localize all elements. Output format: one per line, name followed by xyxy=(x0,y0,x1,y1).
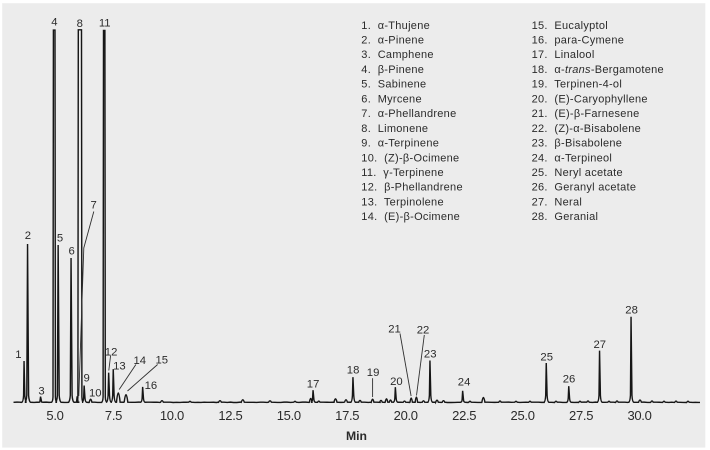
svg-text:26. Geranyl acetate: 26. Geranyl acetate xyxy=(532,182,637,194)
svg-text:8: 8 xyxy=(77,18,83,30)
svg-text:27: 27 xyxy=(594,339,607,351)
svg-text:7. α-Phellandrene: 7. α-Phellandrene xyxy=(361,108,456,120)
svg-text:27.5: 27.5 xyxy=(569,408,593,423)
svg-text:15.0: 15.0 xyxy=(277,408,301,423)
svg-text:20.0: 20.0 xyxy=(394,408,418,423)
svg-text:2. α-Pinene: 2. α-Pinene xyxy=(361,35,424,47)
svg-text:15. Eucalyptol: 15. Eucalyptol xyxy=(532,20,608,32)
svg-text:10: 10 xyxy=(89,387,102,399)
svg-text:25.0: 25.0 xyxy=(511,408,535,423)
svg-text:12: 12 xyxy=(105,346,118,358)
svg-text:20: 20 xyxy=(390,376,403,388)
svg-text:16. para-Cymene: 16. para-Cymene xyxy=(532,35,625,47)
svg-text:8. Limonene: 8. Limonene xyxy=(361,123,428,135)
svg-text:7: 7 xyxy=(91,200,97,212)
svg-text:2: 2 xyxy=(25,230,31,242)
svg-text:6: 6 xyxy=(69,246,75,258)
svg-text:27. Neral: 27. Neral xyxy=(532,196,583,208)
svg-text:25: 25 xyxy=(540,351,553,363)
svg-text:19: 19 xyxy=(367,367,380,379)
svg-text:22.5: 22.5 xyxy=(452,408,476,423)
svg-text:11. γ-Terpinene: 11. γ-Terpinene xyxy=(361,167,444,179)
svg-text:13. Terpinolene: 13. Terpinolene xyxy=(361,196,444,208)
svg-text:19. Terpinen-4-ol: 19. Terpinen-4-ol xyxy=(532,79,622,91)
svg-text:24. α-Terpineol: 24. α-Terpineol xyxy=(532,152,613,164)
svg-text:22: 22 xyxy=(417,325,430,337)
svg-text:30.0: 30.0 xyxy=(627,408,651,423)
svg-text:11: 11 xyxy=(99,17,111,29)
svg-text:28. Geranial: 28. Geranial xyxy=(532,211,599,223)
svg-text:17.5: 17.5 xyxy=(335,408,359,423)
svg-text:4: 4 xyxy=(51,16,57,28)
svg-text:4. β-Pinene: 4. β-Pinene xyxy=(361,64,424,76)
svg-text:22. (Z)-α-Bisabolene: 22. (Z)-α-Bisabolene xyxy=(532,123,641,135)
svg-text:14: 14 xyxy=(134,355,147,367)
svg-text:18. α-trans-Bergamotene: 18. α-trans-Bergamotene xyxy=(532,64,664,76)
svg-text:17: 17 xyxy=(307,378,320,390)
svg-text:13: 13 xyxy=(113,361,126,373)
svg-text:5.0: 5.0 xyxy=(46,408,63,423)
svg-text:12.5: 12.5 xyxy=(218,408,242,423)
svg-text:3. Camphene: 3. Camphene xyxy=(361,49,433,61)
svg-text:28: 28 xyxy=(625,304,638,316)
svg-text:23: 23 xyxy=(424,348,437,360)
svg-text:21: 21 xyxy=(388,323,401,335)
svg-text:1: 1 xyxy=(15,349,21,361)
svg-text:16: 16 xyxy=(145,380,158,392)
svg-text:5: 5 xyxy=(57,233,63,245)
svg-text:14. (E)-β-Ocimene: 14. (E)-β-Ocimene xyxy=(361,211,460,223)
svg-text:10.0: 10.0 xyxy=(160,408,184,423)
svg-text:3: 3 xyxy=(38,386,44,398)
svg-text:Min: Min xyxy=(346,429,367,443)
svg-text:26: 26 xyxy=(563,374,576,386)
svg-text:5. Sabinene: 5. Sabinene xyxy=(361,79,426,91)
svg-text:24: 24 xyxy=(458,377,471,389)
svg-text:20. (E)-Caryophyllene: 20. (E)-Caryophyllene xyxy=(532,93,648,105)
svg-text:1. α-Thujene: 1. α-Thujene xyxy=(361,20,430,32)
svg-text:23. β-Bisabolene: 23. β-Bisabolene xyxy=(532,138,623,150)
svg-text:9. α-Terpinene: 9. α-Terpinene xyxy=(361,138,439,150)
svg-text:25. Neryl acetate: 25. Neryl acetate xyxy=(532,167,623,179)
svg-text:12. β-Phellandrene: 12. β-Phellandrene xyxy=(361,182,463,194)
svg-text:18: 18 xyxy=(347,364,360,376)
svg-text:21. (E)-β-Farnesene: 21. (E)-β-Farnesene xyxy=(532,108,640,120)
svg-text:6. Myrcene: 6. Myrcene xyxy=(361,93,422,105)
svg-text:9: 9 xyxy=(83,373,89,385)
svg-text:10. (Z)-β-Ocimene: 10. (Z)-β-Ocimene xyxy=(361,152,459,164)
svg-text:17. Linalool: 17. Linalool xyxy=(532,49,595,61)
svg-text:15: 15 xyxy=(156,355,169,367)
svg-text:7.5: 7.5 xyxy=(105,408,122,423)
